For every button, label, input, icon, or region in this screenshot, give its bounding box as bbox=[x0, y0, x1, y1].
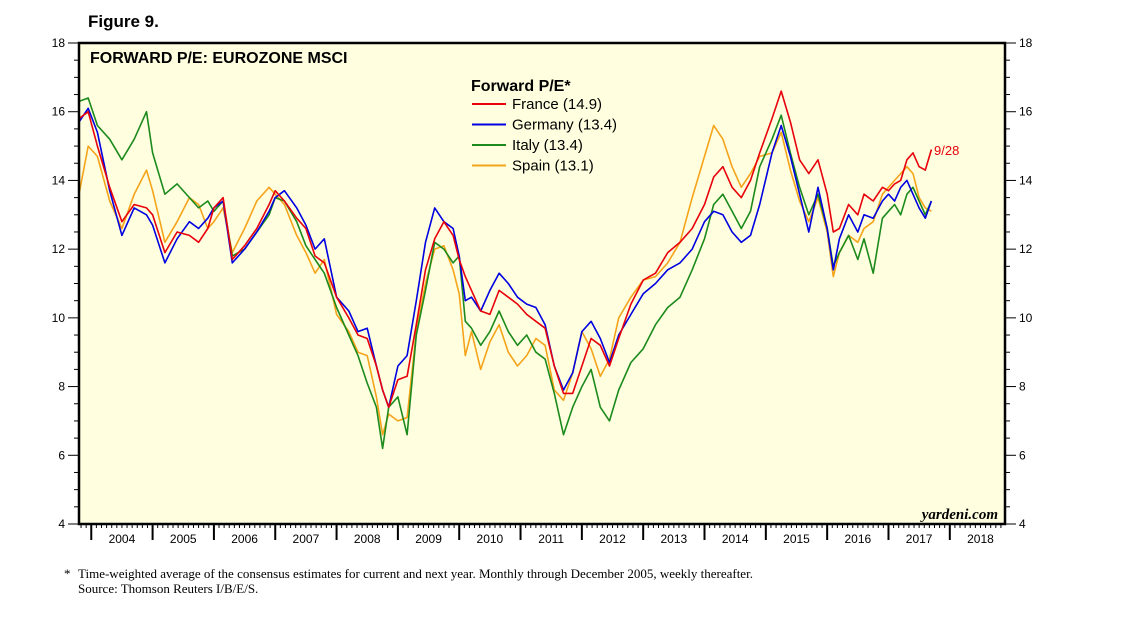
x-tick-label: 2005 bbox=[170, 532, 197, 546]
y-tick-label-left: 10 bbox=[52, 311, 66, 325]
series-line-france bbox=[78, 90, 933, 408]
y-tick-label-left: 12 bbox=[52, 242, 66, 256]
y-tick-label-left: 14 bbox=[52, 173, 66, 187]
x-tick-label: 2010 bbox=[477, 532, 504, 546]
y-tick-label-right: 16 bbox=[1019, 105, 1033, 119]
x-tick-label: 2008 bbox=[354, 532, 381, 546]
x-tick-label: 2004 bbox=[109, 532, 136, 546]
series-line-spain bbox=[78, 124, 932, 436]
chart: 4 6 8 10 12 14 16 18 4 6 8 10 12 14 16 18 2004 2005 2006… bbox=[52, 36, 1033, 546]
x-tick-label: 2017 bbox=[906, 532, 933, 546]
y-tick-label-left: 6 bbox=[58, 448, 65, 462]
y-tick-label-right: 12 bbox=[1019, 242, 1033, 256]
series-lines bbox=[78, 90, 933, 450]
legend-label-germany: Germany (13.4) bbox=[512, 117, 617, 134]
x-tick-label: 2007 bbox=[293, 532, 320, 546]
x-tick-label: 2018 bbox=[967, 532, 994, 546]
footnote-source: Source: Thomson Reuters I/B/E/S. bbox=[78, 581, 259, 596]
watermark: yardeni.com bbox=[920, 507, 998, 523]
legend-label-italy: Italy (13.4) bbox=[512, 137, 583, 154]
y-tick-label-right: 8 bbox=[1019, 380, 1026, 394]
y-axis-right: 4 6 8 10 12 14 16 18 bbox=[1005, 36, 1033, 531]
x-tick-label: 2015 bbox=[783, 532, 810, 546]
y-tick-label-right: 14 bbox=[1019, 173, 1033, 187]
y-tick-label-right: 10 bbox=[1019, 311, 1033, 325]
chart-title: FORWARD P/E: EUROZONE MSCI bbox=[90, 50, 348, 67]
plot-border bbox=[77, 41, 1007, 526]
x-tick-label: 2016 bbox=[844, 532, 871, 546]
y-tick-label-right: 18 bbox=[1019, 36, 1033, 50]
x-tick-label: 2011 bbox=[538, 532, 564, 546]
y-tick-label-right: 6 bbox=[1019, 448, 1026, 462]
end-annotation: 9/28 bbox=[934, 143, 959, 158]
figure-label: Figure 9. bbox=[88, 12, 159, 31]
y-tick-label-right: 4 bbox=[1019, 517, 1026, 531]
footnote: * Time-weighted average of the consensus … bbox=[64, 566, 753, 596]
footnote-marker: * bbox=[64, 566, 71, 581]
plot-background bbox=[79, 43, 1005, 524]
x-axis: 2004 2005 2006 2007 2008 2009 2010 2011 2012 2013… bbox=[80, 524, 1002, 546]
legend: France (14.9) Germany (13.4) Italy (13.4) S… bbox=[472, 96, 617, 175]
y-tick-label-left: 16 bbox=[52, 105, 66, 119]
x-tick-label: 2014 bbox=[722, 532, 749, 546]
x-tick-label: 2009 bbox=[415, 532, 442, 546]
y-axis-left: 4 6 8 10 12 14 16 18 bbox=[52, 36, 79, 531]
y-tick-label-left: 18 bbox=[52, 36, 66, 50]
footnote-line1: Time-weighted average of the consensus e… bbox=[78, 566, 753, 581]
y-tick-label-left: 8 bbox=[58, 380, 65, 394]
x-tick-label: 2012 bbox=[599, 532, 626, 546]
x-tick-label: 2013 bbox=[660, 532, 687, 546]
legend-label-france: France (14.9) bbox=[512, 96, 602, 113]
legend-label-spain: Spain (13.1) bbox=[512, 158, 594, 175]
y-tick-label-left: 4 bbox=[58, 517, 65, 531]
x-tick-label: 2006 bbox=[231, 532, 258, 546]
legend-title: Forward P/E* bbox=[471, 78, 571, 95]
series-line-germany bbox=[78, 107, 933, 408]
